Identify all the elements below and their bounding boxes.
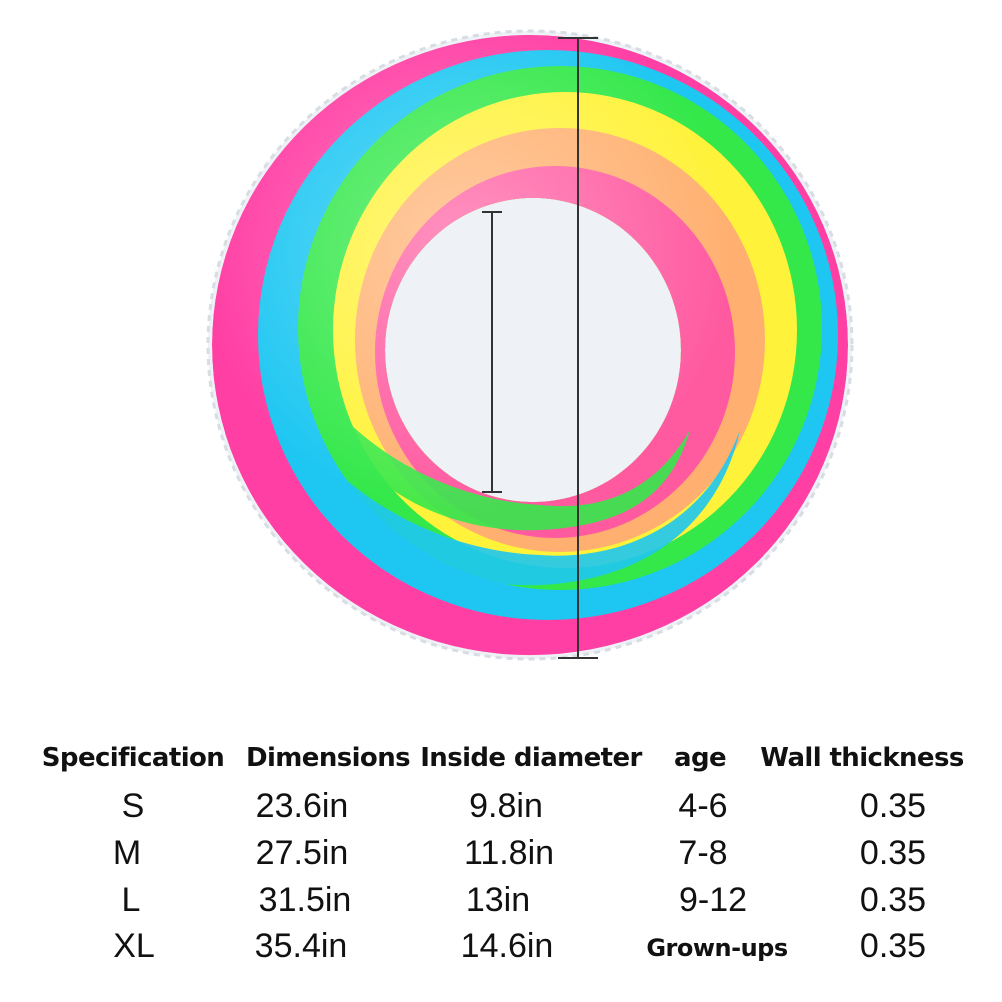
row-l-wall-thickness: 0.35 [859, 881, 927, 919]
row-xl-dimensions: 35.4in [254, 927, 348, 965]
header-wall-thickness: Wall thickness [760, 743, 964, 773]
row-s-inside-diameter: 9.8in [469, 787, 543, 825]
row-xl-wall-thickness: 0.35 [859, 927, 927, 965]
row-m-spec: M [112, 834, 142, 872]
spec-table: Specification Dimensions Inside diameter… [0, 735, 1002, 975]
row-s-dimensions: 23.6in [255, 787, 349, 825]
row-m-wall-thickness: 0.35 [859, 834, 927, 872]
row-s-age: 4-6 [678, 787, 728, 825]
header-inside-diameter: Inside diameter [420, 743, 642, 773]
row-m-age: 7-8 [678, 834, 728, 872]
row-l-age: 9-12 [678, 881, 748, 919]
row-s-wall-thickness: 0.35 [859, 787, 927, 825]
header-dimensions: Dimensions [246, 743, 411, 773]
row-s-spec: S [121, 787, 145, 825]
row-m-inside-diameter: 11.8in [463, 834, 555, 872]
row-l-inside-diameter: 13in [465, 881, 531, 919]
swim-ring-image [206, 29, 854, 661]
row-l-dimensions: 31.5in [258, 881, 352, 919]
row-xl-age: Grown-ups [646, 934, 788, 962]
row-l-spec: L [121, 881, 141, 919]
outer-diameter-marker [558, 37, 598, 659]
row-m-dimensions: 27.5in [255, 834, 349, 872]
header-specification: Specification [41, 743, 225, 773]
row-xl-spec: XL [113, 927, 155, 965]
inside-diameter-marker [482, 211, 502, 493]
row-xl-inside-diameter: 14.6in [460, 927, 554, 965]
header-age: age [674, 743, 727, 773]
